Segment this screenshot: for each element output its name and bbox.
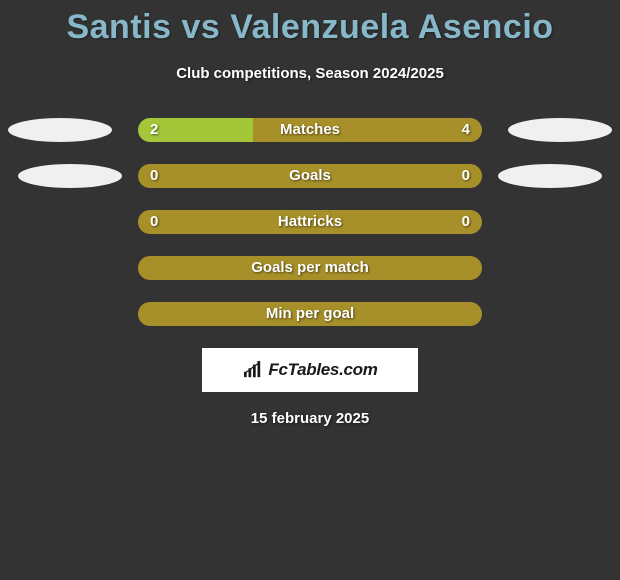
stat-value-right: 0 — [462, 164, 470, 188]
stat-bar: 0Hattricks0 — [138, 210, 482, 234]
stat-bar: Goals per match — [138, 256, 482, 280]
stat-label: Hattricks — [138, 210, 482, 234]
player-left-ellipse — [18, 164, 122, 188]
stat-row: 0Hattricks0 — [0, 210, 620, 234]
logo-box: FcTables.com — [202, 348, 418, 392]
stat-row: Min per goal — [0, 302, 620, 326]
page-title: Santis vs Valenzuela Asencio — [0, 0, 620, 47]
player-left-ellipse — [8, 118, 112, 142]
player-right-ellipse — [498, 164, 602, 188]
stat-bar: 0Goals0 — [138, 164, 482, 188]
stat-row: 2Matches4 — [0, 118, 620, 142]
stat-value-right: 4 — [462, 118, 470, 142]
chart-bars-icon — [242, 361, 264, 379]
stat-row: Goals per match — [0, 256, 620, 280]
stats-area: 2Matches40Goals00Hattricks0Goals per mat… — [0, 118, 620, 326]
stat-bar: 2Matches4 — [138, 118, 482, 142]
player-right-ellipse — [508, 118, 612, 142]
logo-text: FcTables.com — [268, 360, 377, 380]
stat-label: Goals — [138, 164, 482, 188]
stat-label: Goals per match — [138, 256, 482, 280]
page-subtitle: Club competitions, Season 2024/2025 — [0, 65, 620, 82]
stat-label: Min per goal — [138, 302, 482, 326]
stat-value-right: 0 — [462, 210, 470, 234]
stat-label: Matches — [138, 118, 482, 142]
footer-date: 15 february 2025 — [0, 410, 620, 427]
stat-bar: Min per goal — [138, 302, 482, 326]
stat-row: 0Goals0 — [0, 164, 620, 188]
